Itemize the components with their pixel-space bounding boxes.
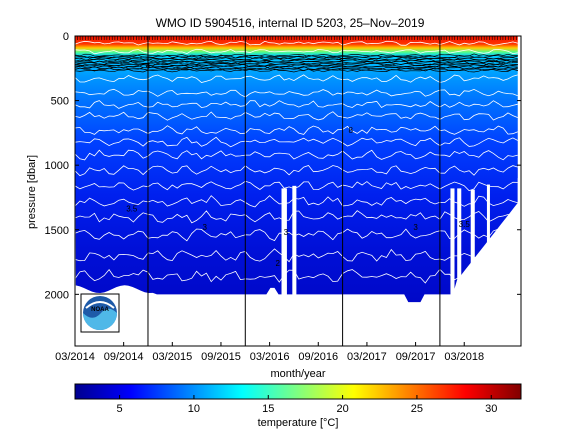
- x-axis-ticks: 03/2014 09/2014 03/2015 09/2015 03/2016 09/20…: [55, 342, 484, 363]
- isotherm-14: [75, 248, 518, 263]
- temperature-field: [75, 36, 518, 303]
- isotherm-3: [75, 88, 518, 98]
- x-tick-label-7: 09/2017: [396, 351, 436, 363]
- isotherm-5: [75, 111, 518, 121]
- x-tick-label-3: 09/2015: [201, 351, 241, 363]
- isotherm-11: [75, 195, 518, 208]
- isotherm-label-4: 3: [284, 228, 289, 237]
- chart-title: WMO ID 5904516, internal ID 5203, 25–Nov…: [156, 16, 425, 30]
- thermocline-isotherm-5: [75, 59, 518, 64]
- x-tick-label-1: 09/2014: [104, 351, 144, 363]
- profile-gap-2: [450, 188, 455, 346]
- profile-gap-4: [470, 189, 475, 346]
- isotherm-label-6: 3: [413, 223, 418, 232]
- profile-gaps: [281, 178, 521, 346]
- thermocline-isotherm-11: [75, 66, 518, 70]
- x-tick-label-5: 09/2016: [298, 351, 338, 363]
- thermocline-isotherm-13: [75, 68, 518, 73]
- colorbar-tick-label-2: 15: [262, 403, 274, 415]
- isotherm-12: [75, 210, 518, 224]
- colorbar-tick-label-5: 30: [485, 403, 497, 415]
- x-tick-label-6: 03/2017: [347, 351, 387, 363]
- colorbar-ticks: 5 10 15 20 25 30: [117, 395, 497, 415]
- year-boundary-lines: [147, 36, 441, 346]
- isotherm-label-1: 3.5: [126, 205, 138, 214]
- isotherm-label-2: 3: [203, 223, 208, 232]
- noaa-logo: NOAA: [80, 293, 120, 333]
- isotherm-8: [75, 149, 518, 161]
- isotherm-6: [75, 125, 518, 135]
- colorbar-tick-label-3: 20: [336, 403, 348, 415]
- plot-area: 4 3.5 3 2 3 8 3 3.5: [75, 36, 521, 346]
- noaa-logo-text: NOAA: [91, 307, 109, 313]
- colorbar-gradient: [74, 383, 522, 400]
- isotherm-7: [75, 136, 518, 148]
- x-tick-label-2: 03/2015: [152, 351, 192, 363]
- y-tick-label-2: 1000: [45, 160, 69, 172]
- colorbar-label: temperature [°C]: [258, 417, 339, 429]
- colorbar-tick-label-0: 5: [117, 403, 123, 415]
- x-axis-label: month/year: [270, 368, 325, 380]
- isotherm-9: [75, 165, 518, 177]
- isotherm-labels: 4 3.5 3 2 3 8 3 3.5: [126, 61, 470, 268]
- y-tick-label-3: 1500: [45, 225, 69, 237]
- thermocline-isotherm-0: [75, 53, 518, 58]
- isotherm-15: [75, 268, 518, 284]
- profile-gap-5: [486, 184, 490, 346]
- profile-gap-1: [292, 185, 297, 346]
- y-axis-label: pressure [dbar]: [26, 155, 38, 229]
- axes-frame: [74, 35, 522, 347]
- y-tick-label-0: 0: [63, 31, 69, 43]
- isotherm-label-7: 3.5: [459, 220, 471, 229]
- isotherm-13: [75, 228, 518, 242]
- x-tick-label-8: 03/2018: [444, 351, 484, 363]
- isotherm-0: [75, 40, 518, 46]
- y-tick-label-4: 2000: [45, 289, 69, 301]
- profile-tick-marks: [77, 36, 517, 40]
- y-tick-label-1: 500: [51, 96, 69, 108]
- thermocline-isotherm-2: [75, 55, 518, 60]
- colorbar: 5 10 15 20 25 30 temperature [°C]: [74, 383, 522, 429]
- profile-gap-0: [281, 188, 287, 346]
- isotherm-10: [75, 180, 518, 192]
- thermocline-isotherm-9: [75, 64, 518, 68]
- isotherm-4: [75, 100, 518, 109]
- colorbar-tick-label-1: 10: [188, 403, 200, 415]
- isotherm-label-5: 8: [348, 126, 353, 135]
- isotherm-2: [75, 74, 518, 83]
- profile-gap-end: [517, 178, 521, 346]
- thermocline-isotherm-7: [75, 61, 518, 66]
- isotherm-lines: [75, 40, 518, 284]
- isotherm-label-3: 2: [276, 259, 281, 268]
- isotherm-label-0: 4: [146, 61, 151, 70]
- profile-gap-3: [457, 188, 462, 346]
- colorbar-tick-label-4: 25: [411, 403, 423, 415]
- thermocline-isotherm-4: [75, 58, 518, 62]
- isotherm-1: [75, 48, 518, 55]
- x-tick-label-4: 03/2016: [250, 351, 290, 363]
- y-axis-ticks: 0 500 1000 1500 2000: [45, 31, 521, 301]
- x-tick-label-0: 03/2014: [55, 351, 95, 363]
